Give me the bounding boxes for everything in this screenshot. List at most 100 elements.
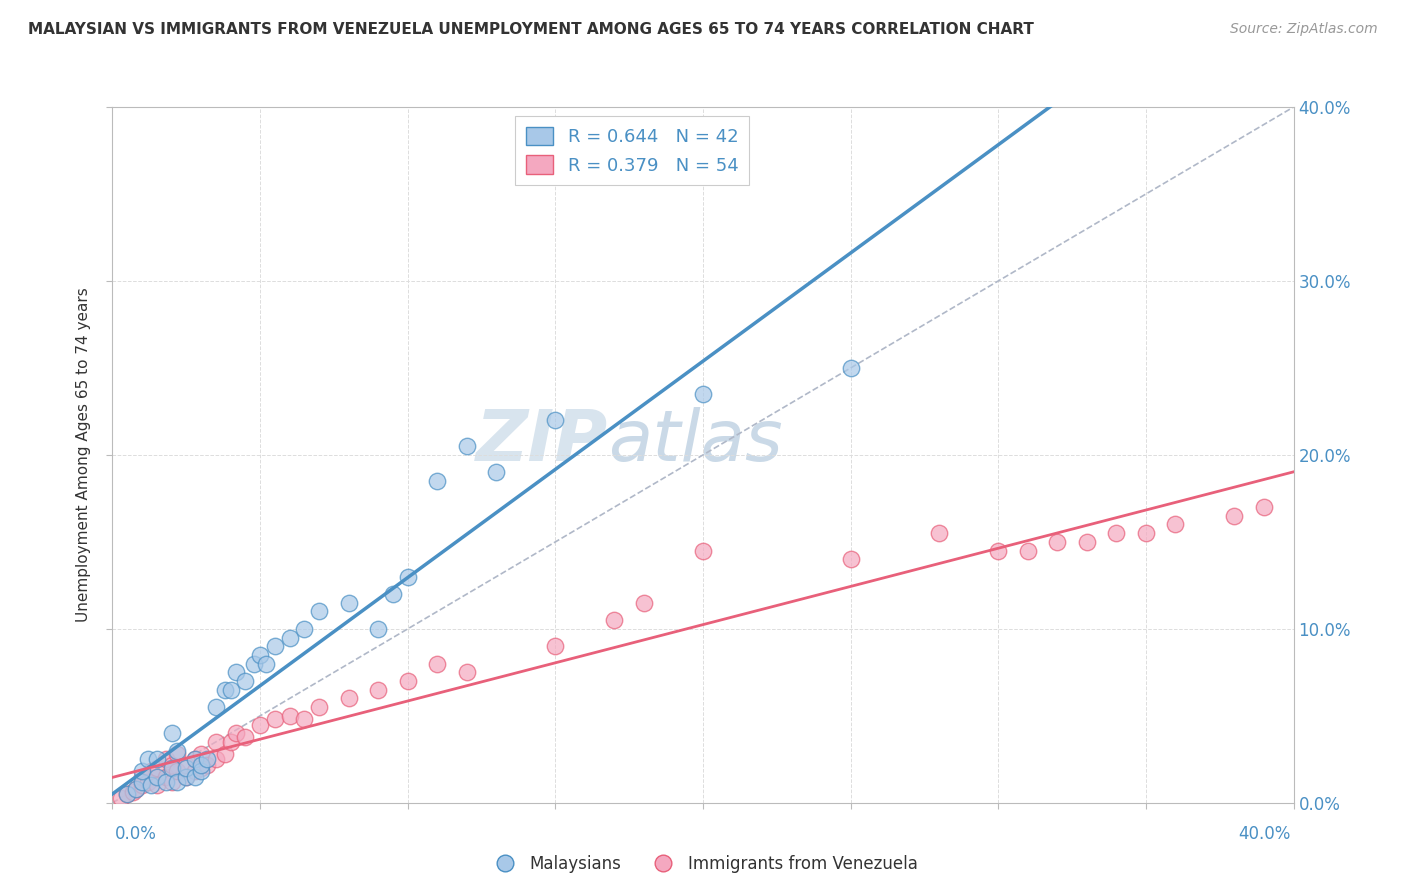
Point (337, 596, 360, 610)
Y-axis label: Unemployment Among Ages 65 to 74 years: Unemployment Among Ages 65 to 74 years (76, 287, 91, 623)
Point (367, 622, 389, 636)
Point (692, 387, 714, 401)
Point (184, 770, 207, 784)
Point (166, 775, 188, 789)
Point (166, 764, 188, 779)
Point (174, 770, 197, 784)
Text: 40.0%: 40.0% (1239, 825, 1291, 843)
Point (195, 752, 218, 766)
Point (692, 543, 714, 558)
Point (928, 526, 950, 541)
Point (839, 552, 862, 566)
Point (292, 622, 315, 636)
Point (136, 775, 159, 789)
Point (219, 735, 242, 749)
Point (308, 700, 330, 714)
Point (1253, 500, 1275, 514)
Point (146, 778, 169, 792)
Point (225, 726, 247, 740)
Point (174, 770, 197, 784)
Point (233, 674, 256, 689)
Point (146, 761, 169, 775)
Point (174, 757, 197, 772)
Point (117, 787, 138, 801)
Point (122, 785, 145, 799)
Point (1223, 508, 1246, 523)
Text: 0.0%: 0.0% (115, 825, 157, 843)
Text: Source: ZipAtlas.com: Source: ZipAtlas.com (1230, 22, 1378, 37)
Point (456, 439, 478, 453)
Point (131, 764, 153, 779)
Point (544, 639, 567, 653)
Point (190, 757, 212, 772)
Point (155, 770, 177, 784)
Point (166, 744, 188, 758)
Point (308, 605, 330, 619)
Point (190, 761, 212, 775)
Point (205, 735, 228, 749)
Point (160, 726, 183, 740)
Point (264, 639, 287, 653)
Point (160, 761, 183, 775)
Legend: R = 0.644   N = 42, R = 0.379   N = 54: R = 0.644 N = 42, R = 0.379 N = 54 (515, 116, 749, 186)
Point (146, 752, 169, 766)
Point (603, 613, 626, 627)
Point (125, 781, 148, 796)
Point (184, 764, 207, 779)
Point (131, 778, 153, 792)
Point (146, 770, 169, 784)
Point (184, 752, 207, 766)
Point (1076, 534, 1098, 549)
Point (139, 778, 162, 792)
Point (544, 413, 567, 427)
Point (110, 790, 132, 805)
Text: MALAYSIAN VS IMMIGRANTS FROM VENEZUELA UNEMPLOYMENT AMONG AGES 65 TO 74 YEARS CO: MALAYSIAN VS IMMIGRANTS FROM VENEZUELA U… (28, 22, 1033, 37)
Point (131, 770, 153, 784)
Point (190, 747, 212, 761)
Point (155, 752, 177, 766)
Point (139, 764, 162, 779)
Point (264, 712, 287, 726)
Point (205, 700, 228, 714)
Point (278, 631, 301, 645)
Point (155, 775, 177, 789)
Legend: Malaysians, Immigrants from Venezuela: Malaysians, Immigrants from Venezuela (481, 848, 925, 880)
Point (225, 665, 247, 680)
Point (839, 360, 862, 375)
Point (456, 665, 478, 680)
Point (987, 543, 1010, 558)
Point (160, 757, 183, 772)
Point (292, 712, 315, 726)
Point (174, 761, 197, 775)
Point (249, 648, 271, 662)
Point (382, 587, 405, 601)
Point (426, 657, 449, 671)
Point (1046, 534, 1069, 549)
Point (131, 775, 153, 789)
Point (243, 657, 266, 671)
Point (195, 757, 218, 772)
Point (136, 752, 159, 766)
Point (426, 474, 449, 488)
Point (160, 775, 183, 789)
Point (1135, 526, 1157, 541)
Point (214, 747, 236, 761)
Point (233, 730, 256, 744)
Point (367, 682, 389, 697)
Point (166, 747, 188, 761)
Point (249, 717, 271, 731)
Point (396, 570, 419, 584)
Point (254, 657, 277, 671)
Point (205, 752, 228, 766)
Point (1105, 526, 1128, 541)
Text: atlas: atlas (609, 407, 783, 475)
Point (633, 596, 655, 610)
Point (117, 787, 138, 801)
Point (337, 691, 360, 706)
Point (1164, 517, 1187, 532)
Point (485, 466, 508, 480)
Point (125, 781, 148, 796)
Point (278, 708, 301, 723)
Point (1017, 543, 1039, 558)
Point (190, 764, 212, 779)
